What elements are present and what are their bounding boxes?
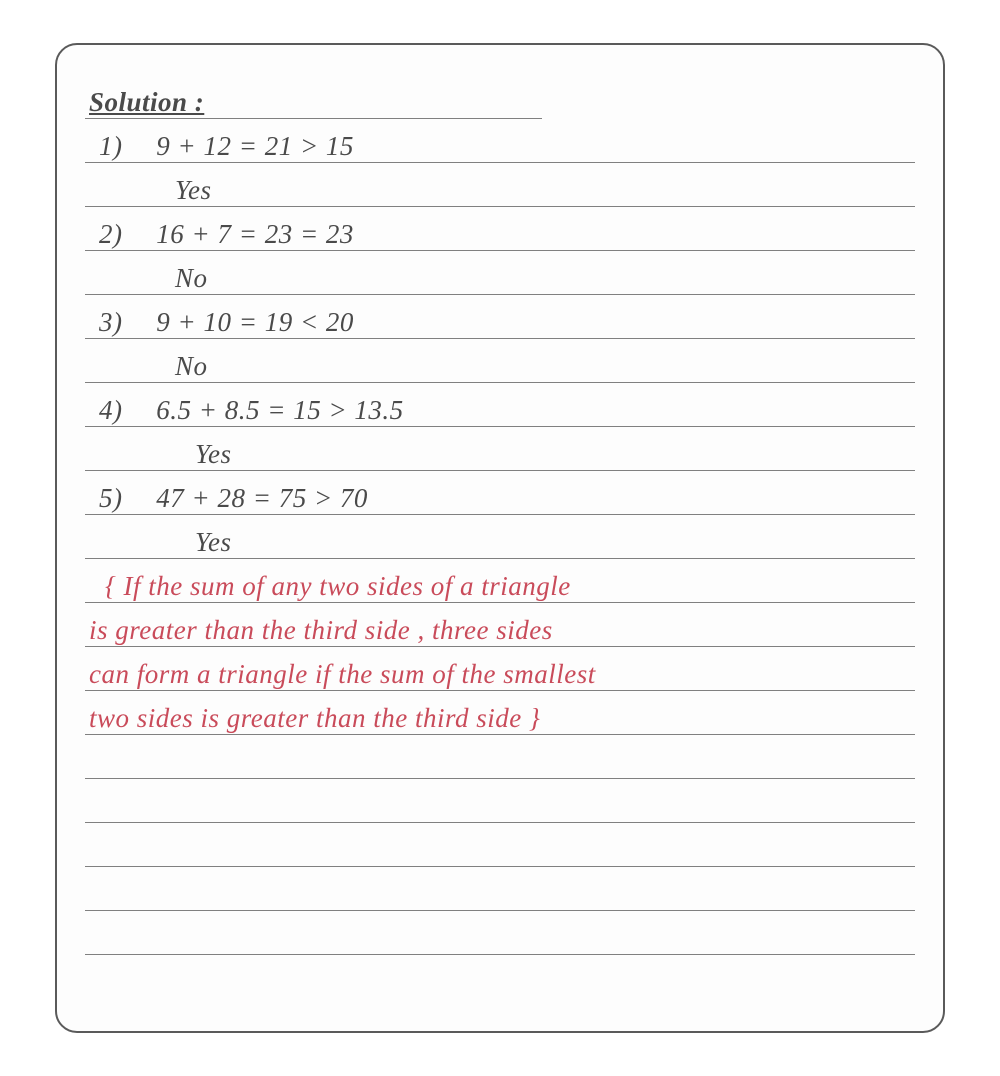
note-text: two sides is greater than the third side…	[85, 705, 540, 732]
solution-title: Solution :	[85, 89, 204, 116]
problem-equation: 9 + 12 = 21 > 15	[156, 131, 354, 161]
problem-number: 1)	[89, 133, 149, 160]
problem-answer: No	[85, 265, 208, 292]
empty-line	[85, 823, 915, 867]
note-line: can form a triangle if the sum of the sm…	[85, 647, 915, 691]
answer-line: No	[85, 251, 915, 295]
empty-line	[85, 867, 915, 911]
answer-line: Yes	[85, 515, 915, 559]
note-line: two sides is greater than the third side…	[85, 691, 915, 735]
problem-equation: 9 + 10 = 19 < 20	[156, 307, 354, 337]
problem-line: 4) 6.5 + 8.5 = 15 > 13.5	[85, 383, 915, 427]
empty-line	[85, 735, 915, 779]
answer-line: Yes	[85, 163, 915, 207]
note-text: is greater than the third side , three s…	[85, 617, 553, 644]
empty-line	[85, 911, 915, 955]
problem-equation: 47 + 28 = 75 > 70	[156, 483, 368, 513]
problem-number: 3)	[89, 309, 149, 336]
problem-number: 5)	[89, 485, 149, 512]
problem-line: 5) 47 + 28 = 75 > 70	[85, 471, 915, 515]
problem-content: 5) 47 + 28 = 75 > 70	[85, 485, 368, 512]
problem-line: 2) 16 + 7 = 23 = 23	[85, 207, 915, 251]
problem-equation: 16 + 7 = 23 = 23	[156, 219, 354, 249]
problem-answer: Yes	[85, 529, 232, 556]
problem-content: 4) 6.5 + 8.5 = 15 > 13.5	[85, 397, 404, 424]
problem-equation: 6.5 + 8.5 = 15 > 13.5	[156, 395, 403, 425]
title-line: Solution :	[85, 75, 542, 119]
problem-number: 2)	[89, 221, 149, 248]
note-text: can form a triangle if the sum of the sm…	[85, 661, 596, 688]
empty-line	[85, 779, 915, 823]
problem-answer: Yes	[85, 441, 232, 468]
problem-answer: Yes	[85, 177, 212, 204]
problem-answer: No	[85, 353, 208, 380]
problem-line: 1) 9 + 12 = 21 > 15	[85, 119, 915, 163]
problem-number: 4)	[89, 397, 149, 424]
answer-line: Yes	[85, 427, 915, 471]
notebook-page: Solution : 1) 9 + 12 = 21 > 15 Yes 2) 16…	[55, 43, 945, 1033]
problem-line: 3) 9 + 10 = 19 < 20	[85, 295, 915, 339]
note-line: { If the sum of any two sides of a trian…	[85, 559, 915, 603]
problem-content: 2) 16 + 7 = 23 = 23	[85, 221, 354, 248]
problem-content: 3) 9 + 10 = 19 < 20	[85, 309, 354, 336]
problem-content: 1) 9 + 12 = 21 > 15	[85, 133, 354, 160]
note-text: { If the sum of any two sides of a trian…	[85, 573, 571, 600]
note-line: is greater than the third side , three s…	[85, 603, 915, 647]
answer-line: No	[85, 339, 915, 383]
